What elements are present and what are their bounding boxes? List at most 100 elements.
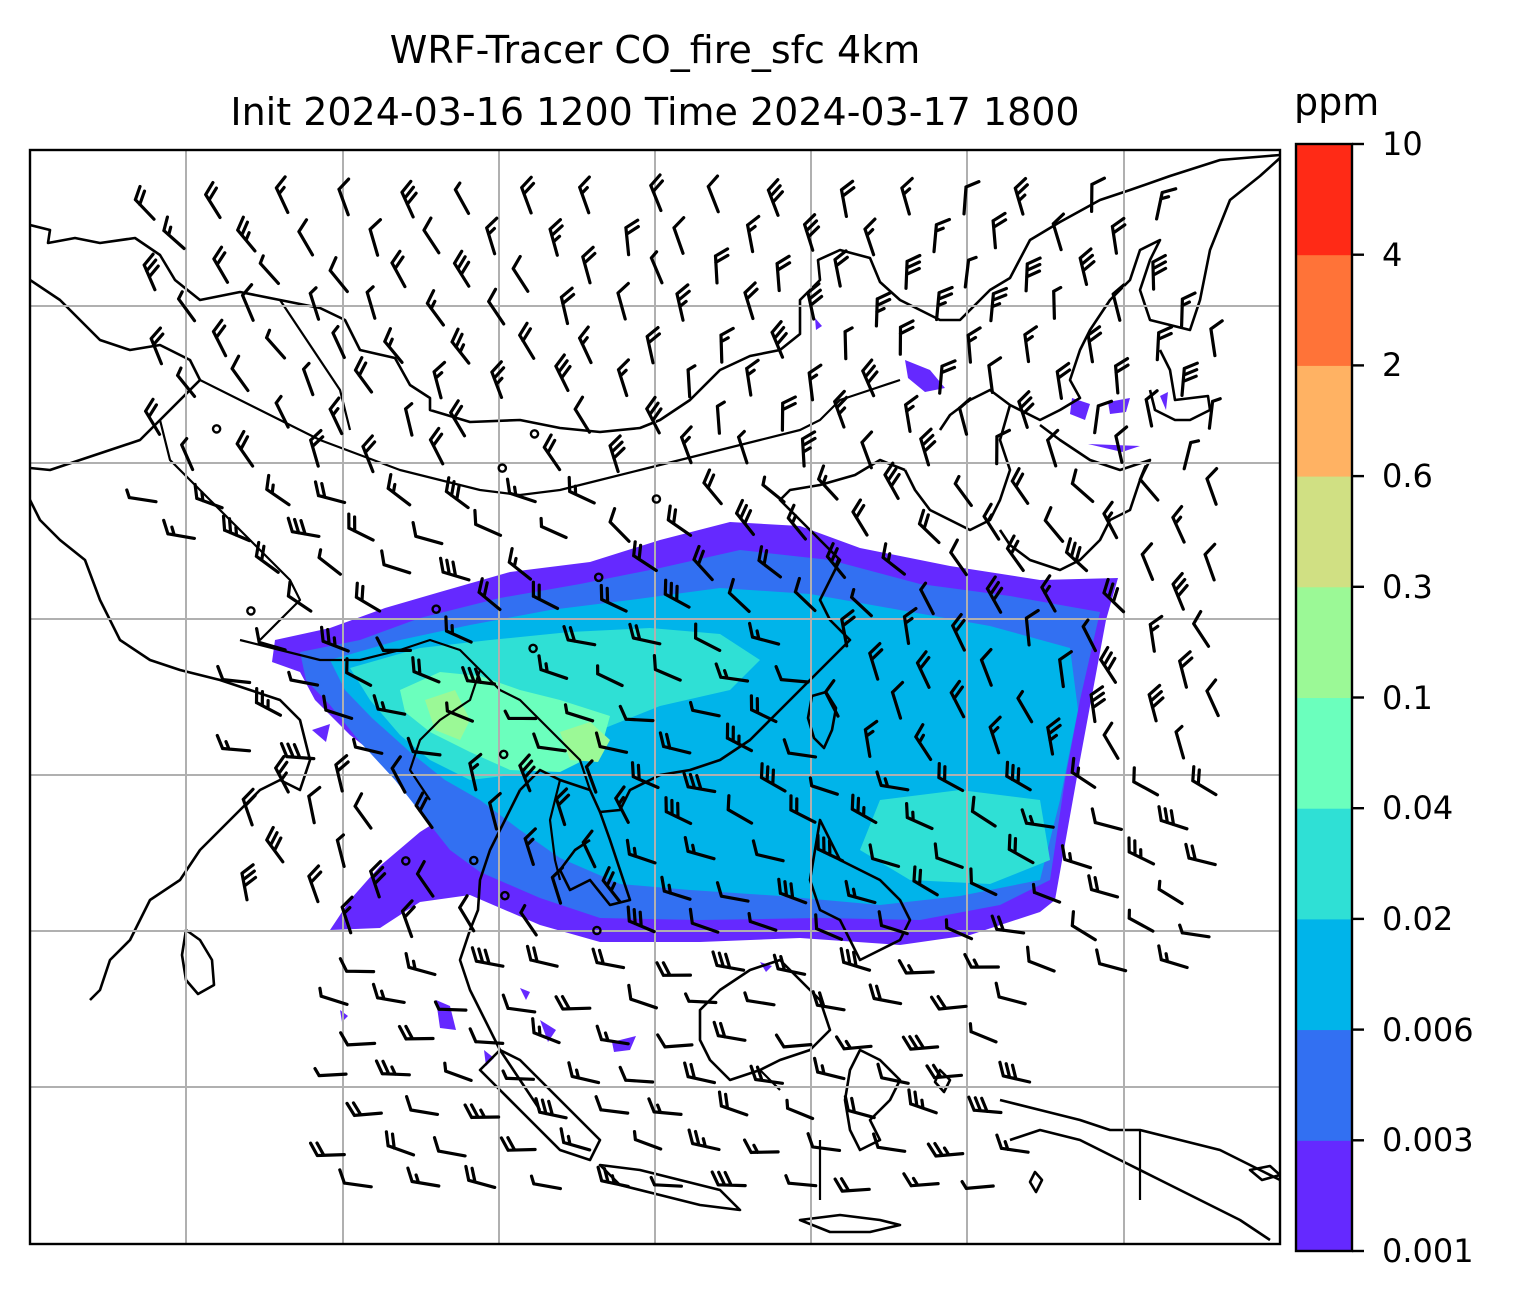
wind-barb bbox=[1178, 650, 1194, 689]
wind-barb bbox=[313, 1067, 348, 1078]
wind-barb bbox=[960, 1180, 995, 1190]
wind-barb bbox=[353, 792, 373, 830]
wind-barb bbox=[624, 218, 640, 257]
wind-barb bbox=[1070, 468, 1095, 503]
wind-barb bbox=[898, 319, 915, 356]
wind-barb bbox=[680, 425, 693, 465]
coast-japan bbox=[998, 349, 1212, 572]
wind-barb bbox=[935, 285, 954, 322]
wind-barb bbox=[683, 836, 716, 861]
wind-barb bbox=[877, 910, 909, 936]
wind-barb bbox=[1020, 808, 1055, 829]
wind-barb bbox=[240, 863, 258, 902]
wind-barb bbox=[660, 875, 692, 901]
calm-wind-marker bbox=[246, 606, 256, 616]
wind-barb bbox=[337, 177, 351, 217]
wind-barb bbox=[254, 687, 282, 717]
wind-barb bbox=[725, 722, 753, 753]
wind-barb bbox=[534, 1097, 568, 1120]
wind-barb bbox=[919, 581, 935, 616]
colorbar-segment bbox=[1296, 1029, 1352, 1141]
wind-barb bbox=[835, 1035, 873, 1051]
wind-barb bbox=[309, 429, 325, 468]
wind-barb bbox=[274, 755, 290, 794]
wind-barb bbox=[433, 1000, 468, 1012]
wind-barb bbox=[715, 400, 726, 435]
wind-barb bbox=[1191, 765, 1218, 797]
coast-sulawesi bbox=[843, 1048, 902, 1152]
wind-barb bbox=[890, 680, 905, 720]
wind-barb bbox=[532, 732, 567, 753]
wind-barb bbox=[1102, 500, 1119, 540]
wind-barb bbox=[531, 580, 560, 610]
wind-barb bbox=[322, 694, 354, 720]
colorbar-segments bbox=[1296, 144, 1352, 1252]
wind-barb bbox=[714, 662, 750, 683]
plume-speck-5 bbox=[1088, 444, 1140, 452]
wind-barb bbox=[726, 794, 754, 825]
wind-barb bbox=[915, 650, 931, 689]
wind-barb bbox=[905, 802, 934, 831]
wind-barb bbox=[193, 482, 224, 510]
wind-barb bbox=[1058, 650, 1073, 689]
colorbar-segment bbox=[1296, 586, 1352, 698]
coast-timor bbox=[798, 1213, 902, 1234]
wind-barb bbox=[874, 291, 892, 328]
wind-barb bbox=[554, 787, 571, 827]
wind-barb bbox=[683, 1061, 716, 1085]
wind-barb bbox=[458, 894, 476, 933]
wind-barb bbox=[1171, 505, 1186, 544]
calm-wind-marker bbox=[498, 749, 509, 760]
wind-barb bbox=[375, 636, 412, 652]
wind-barb bbox=[749, 694, 778, 724]
wind-barb bbox=[1010, 467, 1030, 505]
wind-barb bbox=[473, 508, 503, 537]
wind-barb bbox=[573, 395, 591, 434]
coast-indochina bbox=[458, 789, 632, 1111]
wind-barb bbox=[808, 776, 839, 796]
wind-barb bbox=[404, 952, 437, 977]
wind-barb bbox=[675, 283, 691, 322]
wind-barb bbox=[1052, 285, 1063, 320]
coast-india bbox=[30, 499, 312, 1001]
wind-barb bbox=[850, 793, 878, 825]
coast-small-3 bbox=[1248, 1164, 1280, 1182]
wind-barb bbox=[926, 1141, 965, 1158]
wind-barb bbox=[658, 731, 692, 755]
coast-arabia bbox=[30, 278, 202, 472]
wind-barb bbox=[833, 1177, 871, 1193]
wind-barb bbox=[313, 480, 347, 505]
wind-barb bbox=[988, 715, 1002, 755]
coastlines bbox=[30, 153, 1280, 1242]
wind-barb bbox=[860, 430, 874, 470]
wind-barb bbox=[953, 474, 973, 507]
wind-barb bbox=[274, 175, 290, 214]
wind-barb bbox=[663, 578, 691, 609]
calm-wind-marker bbox=[528, 643, 538, 654]
plume-speck-6 bbox=[436, 1000, 456, 1030]
wind-barb bbox=[706, 174, 720, 214]
wind-barb bbox=[537, 654, 569, 680]
wind-barb bbox=[793, 576, 817, 613]
wind-barb bbox=[411, 656, 441, 684]
map-title-line1: WRF-Tracer CO_fire_sfc 4km bbox=[389, 28, 921, 72]
wind-barb bbox=[747, 912, 778, 932]
plume-speck-4 bbox=[1160, 392, 1168, 410]
wind-barb bbox=[1005, 760, 1032, 792]
coast-small-2 bbox=[1028, 1170, 1044, 1194]
wind-barb bbox=[1114, 425, 1129, 464]
calm-wind-marker bbox=[468, 855, 479, 866]
wind-barb bbox=[614, 785, 630, 824]
wind-barb bbox=[1093, 399, 1114, 435]
wind-barb bbox=[372, 694, 407, 716]
wind-barb bbox=[772, 953, 807, 976]
wind-barb bbox=[839, 179, 856, 218]
wind-barb bbox=[149, 326, 165, 366]
wind-barb bbox=[529, 1174, 562, 1191]
wind-barb bbox=[591, 947, 626, 970]
wind-barb bbox=[559, 1127, 592, 1152]
wind-barb bbox=[919, 427, 937, 467]
coast-srilanka bbox=[180, 928, 216, 996]
wind-barb bbox=[444, 615, 473, 644]
wind-barb bbox=[567, 1061, 601, 1085]
